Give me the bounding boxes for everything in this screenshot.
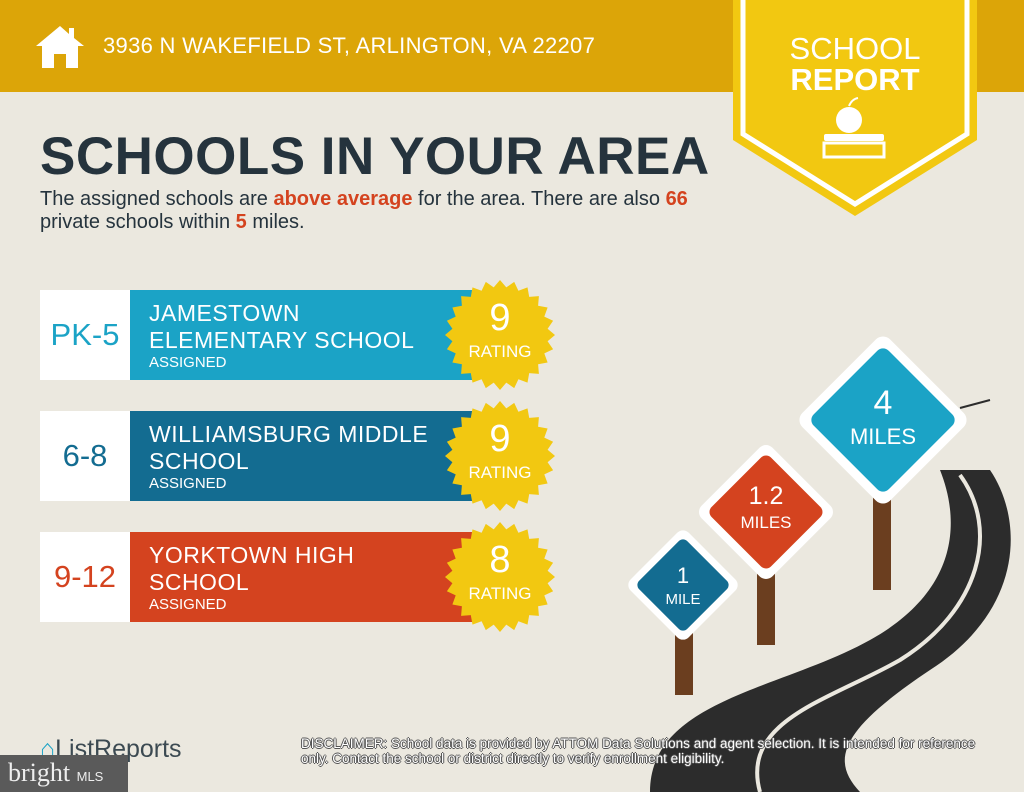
- rating-value: 8: [489, 539, 511, 581]
- property-address: 3936 N WAKEFIELD ST, ARLINGTON, VA 22207: [103, 33, 596, 58]
- sign-1-mile: [628, 530, 738, 640]
- apple-books-icon: [822, 97, 886, 159]
- school-name: WILLIAMSBURG MIDDLE: [149, 421, 429, 447]
- page-title: SCHOOLS IN YOUR AREA: [40, 127, 710, 186]
- sign-value: 1.2: [748, 482, 784, 510]
- school-name: SCHOOL: [149, 448, 250, 474]
- rating-label: RATING: [468, 584, 532, 603]
- school-row: 9-12 YORKTOWN HIGH SCHOOL ASSIGNED 8 RAT…: [40, 522, 560, 632]
- badge-line2: REPORT: [790, 62, 920, 97]
- grade-range: PK-5: [40, 290, 130, 380]
- school-row: 6-8 WILLIAMSBURG MIDDLE SCHOOL ASSIGNED …: [40, 401, 560, 511]
- rating-value: 9: [489, 418, 511, 460]
- school-status: ASSIGNED: [149, 475, 227, 492]
- school-status: ASSIGNED: [149, 354, 227, 371]
- description: The assigned schools are above average f…: [40, 188, 688, 233]
- rating-seal: 8 RATING: [445, 522, 555, 632]
- badge-line1: SCHOOL: [789, 31, 921, 66]
- school-info: WILLIAMSBURG MIDDLE SCHOOL ASSIGNED: [130, 411, 475, 501]
- grade-range: 9-12: [40, 532, 130, 622]
- sign-1.2-miles: [699, 445, 833, 579]
- rating-label: RATING: [468, 463, 532, 482]
- school-name: ELEMENTARY SCHOOL: [149, 327, 415, 353]
- house-icon: [36, 26, 84, 68]
- sign-4-miles: [799, 336, 967, 504]
- sign-value: 1: [676, 563, 690, 588]
- school-row: PK-5 JAMESTOWN ELEMENTARY SCHOOL ASSIGNE…: [40, 280, 560, 390]
- school-name: JAMESTOWN: [149, 300, 301, 326]
- grade-range: 6-8: [40, 411, 130, 501]
- school-name: YORKTOWN HIGH: [149, 542, 355, 568]
- school-name: SCHOOL: [149, 569, 250, 595]
- disclaimer: DISCLAIMER: School data is provided by A…: [301, 736, 976, 766]
- sign-unit: MILES: [740, 513, 792, 532]
- sign-unit: MILE: [665, 591, 701, 608]
- school-info: JAMESTOWN ELEMENTARY SCHOOL ASSIGNED: [130, 290, 475, 380]
- school-report-badge: [733, 0, 977, 216]
- rating-seal: 9 RATING: [445, 401, 555, 511]
- sign-post: [873, 490, 891, 590]
- sign-unit: MILES: [849, 424, 917, 449]
- rating-seal: 9 RATING: [445, 280, 555, 390]
- sign-post: [757, 560, 775, 645]
- school-info: YORKTOWN HIGH SCHOOL ASSIGNED: [130, 532, 475, 622]
- bright-mls-logo: bright MLS: [0, 755, 128, 792]
- sign-value: 4: [873, 384, 893, 422]
- school-status: ASSIGNED: [149, 596, 227, 613]
- rating-label: RATING: [468, 342, 532, 361]
- rating-value: 9: [489, 297, 511, 339]
